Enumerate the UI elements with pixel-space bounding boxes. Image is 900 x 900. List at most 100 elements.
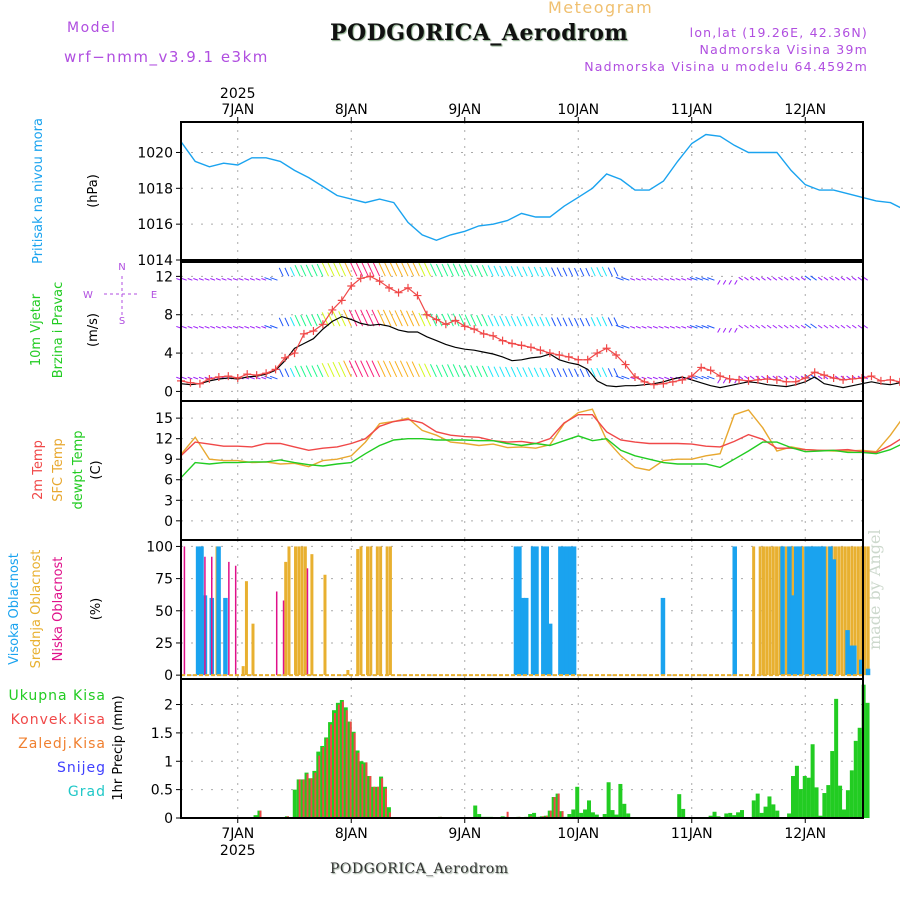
wind-arrow <box>681 325 687 329</box>
wind-arrow <box>630 325 636 329</box>
temp-line-dewpt <box>180 435 900 479</box>
wind-arrow <box>377 309 386 327</box>
precip-bar-total <box>787 813 792 818</box>
precip-bar-total <box>618 783 623 818</box>
wind-arrow <box>516 366 522 378</box>
wind-arrow <box>846 276 851 281</box>
wind-arrow <box>522 367 528 378</box>
precip-bar-conv <box>361 764 364 818</box>
wind-arrow <box>738 324 744 329</box>
cloud-low-title: Niska Oblacnost <box>51 557 66 662</box>
wind-speed-marker <box>753 375 762 384</box>
precip-bar-conv <box>349 721 352 818</box>
wind-arrow <box>686 325 692 329</box>
cloud-bar-mid <box>287 546 291 676</box>
wind-arrow <box>551 368 557 378</box>
wind-arrow <box>300 264 307 277</box>
precip-bar-conv <box>388 812 391 818</box>
wind-arrow <box>556 317 562 327</box>
wind-arrow <box>430 263 437 277</box>
bottom-day-label: 11JAN <box>671 826 713 842</box>
wind-arrow <box>221 325 227 329</box>
y-tick-label: 6 <box>164 473 173 489</box>
precip-bar-total <box>292 789 297 818</box>
cloud-bar-high <box>561 546 567 676</box>
wind-speed-marker <box>252 371 261 380</box>
wind-arrow <box>244 325 250 329</box>
cloud-bar-mid <box>379 546 383 676</box>
precip-bar-total <box>763 806 768 818</box>
cloud-bar-mid <box>251 623 255 676</box>
cloud-bar-mid <box>837 546 841 676</box>
wind-arrow <box>652 278 658 281</box>
wind-arrow <box>585 368 591 378</box>
wind-arrow <box>198 376 204 380</box>
cloud-bar-high <box>564 546 570 676</box>
wind-arrow <box>261 278 267 281</box>
wind-arrow <box>630 278 636 281</box>
cloud-bar-mid <box>294 546 298 676</box>
wind-arrow <box>327 362 335 378</box>
precip-bar-total <box>528 814 533 818</box>
wind-arrow <box>255 278 261 281</box>
precip-bar-conv <box>314 772 317 818</box>
cloud-high-title: Visoka Oblacnost <box>7 553 22 665</box>
wind-arrow <box>562 317 568 327</box>
precip-bar-total <box>767 796 772 818</box>
wind-arrow <box>585 317 591 327</box>
precip-bar-conv <box>302 779 305 818</box>
wind-arrow <box>744 324 749 329</box>
wind-speed-marker <box>224 372 233 381</box>
wind-arrow <box>652 376 658 380</box>
sfc-axis-title: SFC Temp <box>51 438 66 502</box>
wind-arrow <box>311 365 318 378</box>
wind-arrow <box>499 265 505 277</box>
cloud-bar-high <box>790 595 796 676</box>
wind-gust-line <box>180 315 900 389</box>
grid-layer: 1014101610181020048120369121502550751000… <box>137 122 863 827</box>
wind-arrow <box>556 267 562 277</box>
wind-arrow <box>840 324 846 329</box>
wind-arrow <box>778 375 783 380</box>
cloud-bar-high <box>797 546 802 676</box>
precip-bar-total <box>775 810 780 818</box>
wind-arrow <box>430 364 437 378</box>
wind-arrow <box>717 279 721 285</box>
precip-bar-total <box>751 800 756 818</box>
precip-bar-total <box>830 751 835 818</box>
wind-speed-marker <box>337 296 346 305</box>
wind-arrow <box>585 267 591 277</box>
wind-speed-marker <box>545 349 554 358</box>
wind-arrow <box>551 317 557 327</box>
wind-arrow <box>221 278 227 281</box>
wind-speed-marker <box>687 372 696 381</box>
wind-arrow <box>510 266 517 277</box>
wind-speed-marker <box>829 373 838 382</box>
wind-arrow <box>261 376 267 380</box>
precip-bar-conv <box>373 786 376 818</box>
wind-arrow <box>789 375 795 380</box>
wind-speed-marker <box>271 365 280 374</box>
wind-arrow <box>817 276 823 281</box>
wind-arrow <box>198 325 204 329</box>
wind-arrow <box>204 278 210 281</box>
wind-arrow <box>249 376 255 380</box>
wind-arrow <box>481 314 488 327</box>
wind-arrow <box>761 276 766 281</box>
wind-arrow <box>327 262 335 277</box>
precip-bar-conv <box>557 793 560 818</box>
wind-arrow <box>193 376 199 380</box>
wind-speed-marker <box>479 329 488 338</box>
wind-arrow <box>227 325 233 329</box>
wind-arrow <box>424 363 432 378</box>
wind-arrow <box>596 317 602 327</box>
panel-frame-pressure <box>180 121 864 261</box>
wind-arrow <box>707 277 715 281</box>
wind-arrow <box>863 324 868 329</box>
wind-arrow <box>227 278 233 281</box>
cloud-mid-title: Srednja Oblacnost <box>29 550 44 669</box>
precip-bar-total <box>677 794 682 818</box>
cloud-bar-high <box>534 546 539 676</box>
y-tick-label: 4 <box>164 346 173 362</box>
y-tick-label: 0 <box>164 668 173 684</box>
